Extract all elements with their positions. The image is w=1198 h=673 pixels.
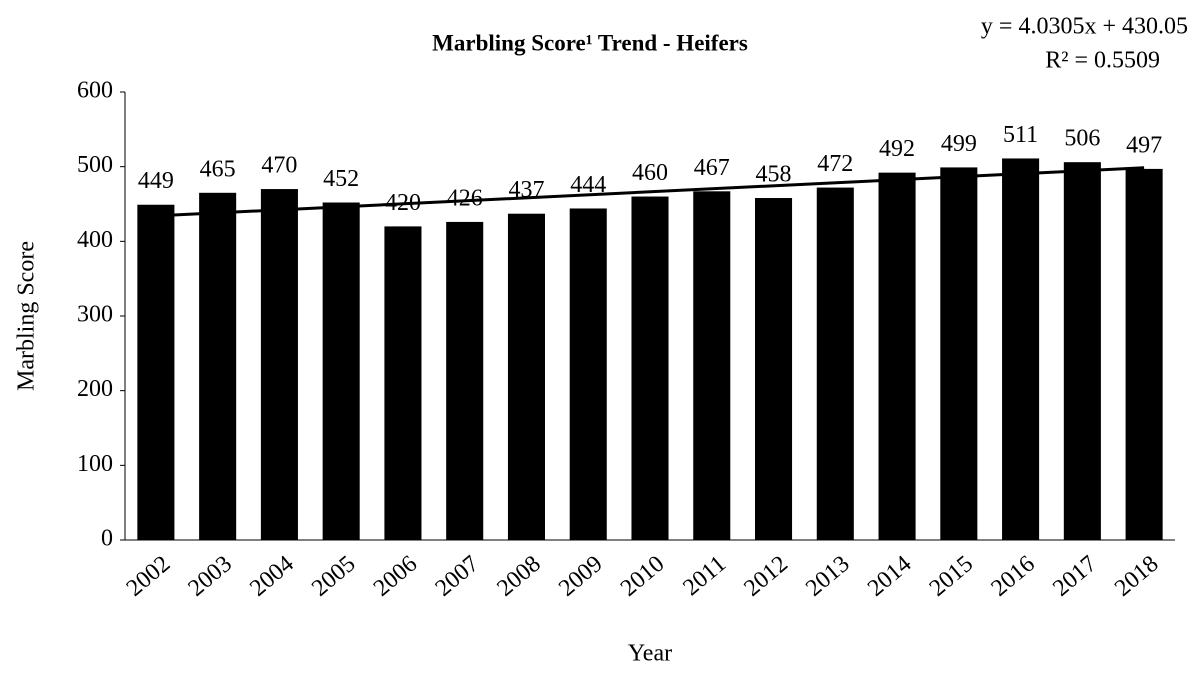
data-label: 511	[1003, 122, 1038, 148]
bar	[1002, 158, 1040, 540]
x-tick-label: 2017	[1048, 551, 1101, 602]
trendline-equation: y = 4.0305x + 430.05	[981, 14, 1188, 40]
x-tick-label: 2004	[245, 551, 298, 602]
x-tick-label: 2005	[307, 551, 360, 602]
x-tick-label: 2012	[739, 551, 792, 602]
chart-title: Marbling Score¹ Trend - Heifers	[432, 30, 748, 55]
data-label: 449	[138, 168, 174, 194]
data-label: 460	[632, 160, 668, 186]
y-tick-label: 500	[77, 152, 113, 178]
x-tick-label: 2003	[184, 551, 237, 602]
bar	[384, 226, 422, 540]
bar	[631, 196, 669, 541]
y-axis-title: Marbling Score	[14, 241, 40, 391]
data-label: 506	[1064, 126, 1100, 152]
x-tick-label: 2016	[986, 551, 1039, 602]
x-tick-label: 2008	[492, 551, 545, 602]
x-tick-label: 2010	[616, 551, 669, 602]
y-tick-label: 400	[77, 227, 113, 253]
data-label: 458	[756, 162, 792, 188]
bar	[1063, 162, 1101, 541]
trendline	[155, 166, 1145, 218]
y-tick-label: 0	[101, 526, 113, 552]
data-label: 426	[447, 185, 483, 211]
data-label: 467	[694, 155, 730, 181]
bar	[569, 208, 607, 541]
data-label: 470	[261, 153, 297, 179]
bar	[507, 213, 545, 540]
x-tick-label: 2014	[863, 551, 916, 602]
bar	[446, 221, 484, 541]
x-tick-label: 2009	[554, 551, 607, 602]
x-tick-label: 2011	[678, 551, 731, 601]
data-label: 465	[200, 156, 236, 182]
y-tick-label: 300	[77, 302, 113, 328]
x-tick-label: 2013	[801, 551, 854, 602]
data-label: 499	[941, 131, 977, 157]
x-axis-title: Year	[628, 641, 672, 667]
bar	[816, 187, 854, 540]
y-tick-label: 600	[77, 78, 113, 104]
y-tick-label: 200	[77, 376, 113, 402]
data-label: 492	[879, 136, 915, 162]
bar	[137, 204, 175, 540]
y-tick-label: 100	[77, 451, 113, 477]
x-tick-label: 2018	[1110, 551, 1163, 602]
x-tick-label: 2015	[925, 551, 978, 602]
bar	[322, 202, 360, 541]
data-label: 497	[1126, 132, 1162, 158]
bar	[1125, 168, 1163, 540]
data-label: 472	[817, 151, 853, 177]
bar	[940, 167, 978, 540]
bar	[260, 189, 298, 541]
bar	[755, 198, 793, 540]
data-label: 452	[323, 166, 359, 192]
bar	[878, 172, 916, 540]
x-tick-label: 2007	[431, 551, 484, 602]
bar	[199, 192, 237, 541]
x-tick-label: 2006	[369, 551, 422, 602]
bar	[693, 191, 731, 540]
x-tick-label: 2002	[122, 551, 175, 602]
trendline-r2: R² = 0.5509	[1045, 48, 1160, 74]
